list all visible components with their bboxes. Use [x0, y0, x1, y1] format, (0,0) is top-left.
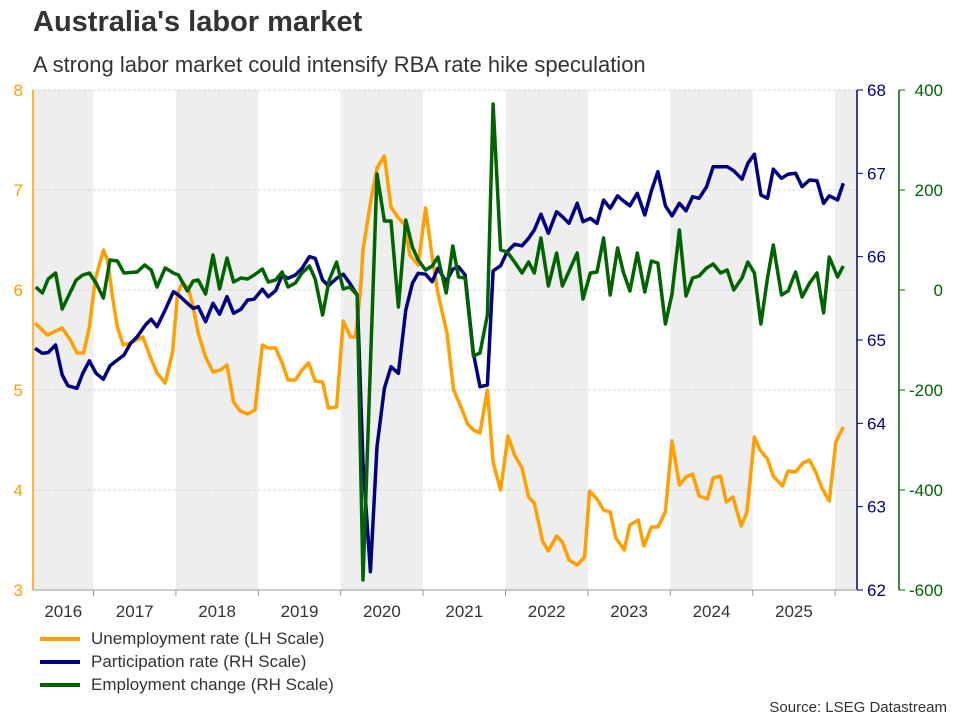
x-tick-label: 2019	[281, 602, 319, 621]
employment-tick-label: -600	[909, 581, 943, 600]
shaded-year-band	[340, 90, 424, 590]
left-tick-label: 6	[14, 281, 23, 300]
legend-swatch	[40, 659, 80, 664]
legend-item-unemployment: Unemployment rate (LH Scale)	[40, 627, 334, 650]
employment-change-line	[34, 102, 845, 582]
participation-rate-line	[34, 152, 845, 574]
x-tick-label: 2018	[198, 602, 236, 621]
legend-label: Participation rate (RH Scale)	[91, 651, 307, 671]
x-tick-label: 2017	[116, 602, 154, 621]
chart-title: Australia's labor market	[33, 6, 363, 38]
legend: Unemployment rate (LH Scale) Participati…	[40, 627, 334, 696]
participation-tick-label: 65	[867, 331, 886, 350]
shaded-year-band	[670, 90, 753, 590]
unemployment-rate-line	[33, 154, 845, 567]
legend-swatch	[40, 636, 80, 641]
shaded-year-band	[175, 90, 259, 590]
left-tick-label: 5	[14, 381, 23, 400]
axes: 34567862636465666768-600-400-20002004002…	[14, 81, 943, 621]
legend-label: Unemployment rate (LH Scale)	[91, 628, 325, 648]
employment-tick-label: 400	[915, 81, 943, 100]
employment-tick-label: 0	[934, 281, 943, 300]
left-tick-label: 8	[14, 81, 23, 100]
series-lines	[33, 102, 845, 582]
employment-tick-label: -400	[909, 481, 943, 500]
participation-tick-label: 64	[867, 414, 886, 433]
shaded-year-band	[505, 90, 588, 590]
participation-tick-label: 68	[867, 81, 886, 100]
employment-tick-label: 200	[915, 181, 943, 200]
x-tick-label: 2022	[528, 602, 566, 621]
participation-tick-label: 62	[867, 581, 886, 600]
legend-label: Employment change (RH Scale)	[91, 674, 334, 694]
shaded-year-band	[33, 90, 94, 590]
x-tick-label: 2020	[363, 602, 401, 621]
legend-item-employment: Employment change (RH Scale)	[40, 673, 334, 696]
x-tick-label: 2016	[44, 602, 82, 621]
x-tick-label: 2023	[610, 602, 648, 621]
shaded-year-band	[835, 90, 857, 590]
x-tick-label: 2025	[775, 602, 813, 621]
x-tick-label: 2021	[445, 602, 483, 621]
legend-swatch	[40, 682, 80, 687]
chart-subtitle: A strong labor market could intensify RB…	[33, 52, 646, 77]
left-tick-label: 3	[14, 581, 23, 600]
employment-tick-label: -200	[909, 381, 943, 400]
x-tick-label: 2024	[693, 602, 731, 621]
participation-tick-label: 66	[867, 248, 886, 267]
legend-item-participation: Participation rate (RH Scale)	[40, 650, 334, 673]
left-tick-label: 4	[14, 481, 23, 500]
participation-tick-label: 67	[867, 164, 886, 183]
participation-tick-label: 63	[867, 498, 886, 517]
left-tick-label: 7	[14, 181, 23, 200]
year-shading	[33, 90, 857, 590]
source-note: Source: LSEG Datastream	[769, 699, 947, 716]
